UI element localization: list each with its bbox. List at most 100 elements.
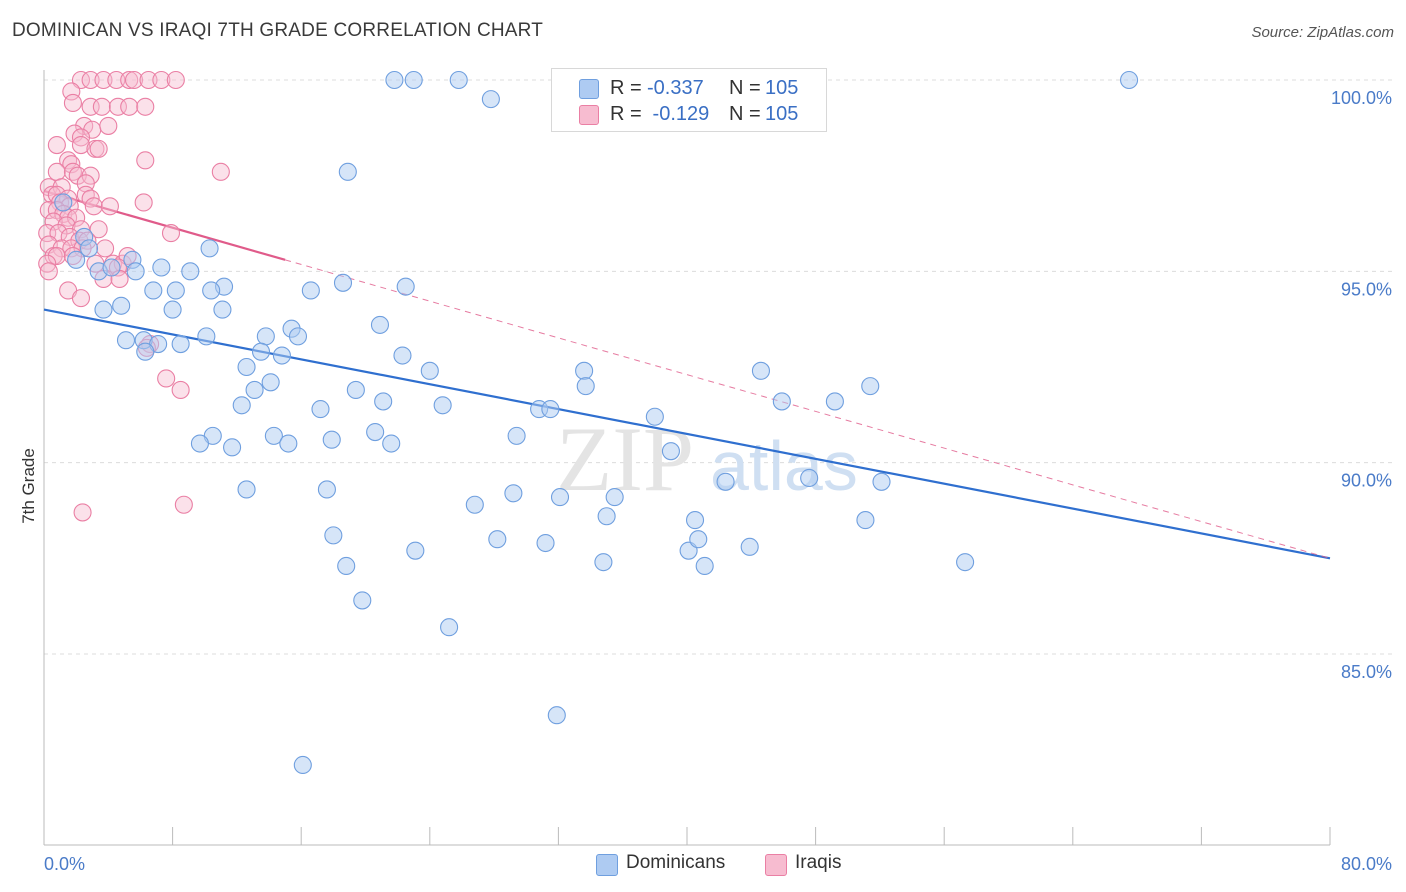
dominican-point [385,70,404,90]
iraqi-point [134,193,153,212]
dominican-point [200,239,219,258]
dominican-point [956,553,975,572]
iraqi-point [100,197,119,216]
dominican-point [261,373,280,392]
iraqi-point [211,162,230,181]
dominican-point [374,392,393,411]
dominican-point [163,300,182,319]
chart-title: DOMINICAN VS IRAQI 7TH GRADE CORRELATION… [12,20,544,41]
iraqi-point [73,503,92,522]
dominican-point [279,434,298,453]
dominican-point [245,380,264,400]
dominican-point [800,468,819,488]
dominican-point [433,396,452,415]
legend-n-value: 105 [765,77,799,99]
dominican-point [293,755,312,775]
dominican-point [223,438,242,457]
iraqi-point [120,97,139,116]
iraqi-point [120,70,139,90]
legend-label-dominicans: Dominicans [626,852,726,873]
dominican-point [181,262,200,281]
dominican-point [772,392,791,411]
y-tick-label: 100.0% [1331,88,1392,108]
dominican-point [645,407,664,426]
dominican-points [54,70,1139,775]
legend-r-label: R = [610,103,642,125]
iraqi-point [38,254,57,273]
legend-label-iraqis: Iraqis [795,852,842,873]
dominican-point [79,239,99,258]
dominican-point [338,162,357,181]
dominican-point [536,533,555,553]
iraqi-point [99,116,118,135]
iraqi-point [62,82,81,101]
dominican-point [256,327,275,346]
dominican-point [507,426,526,445]
dominican-point [689,530,708,549]
iraqi-trend-extension [284,259,1331,559]
dominican-point [301,281,320,300]
axes [43,70,1331,846]
iraqi-point [136,97,155,116]
dominican-point [541,400,560,419]
legend-swatch-blue [596,854,618,876]
dominican-point [112,296,131,315]
iraqi-point [136,151,155,170]
dominican-point [1120,70,1139,90]
iraqi-point [89,220,108,239]
dominican-point [190,434,209,453]
dominican-point [449,70,468,90]
dominican-point [311,400,330,419]
iraqi-point [47,162,66,181]
dominican-point [213,300,232,319]
iraqi-point [96,239,115,258]
dominican-point [481,90,500,109]
x-tick-label: 0.0% [44,854,85,874]
y-tick-label: 95.0% [1341,279,1392,299]
dominican-point [393,346,412,365]
dominican-point [237,357,256,377]
iraqi-point [124,70,144,90]
iraqi-point [62,155,81,174]
iraqi-point [166,70,185,90]
iraqi-point [92,97,111,116]
dominican-point [440,618,459,637]
dominican-point [576,377,595,396]
iraqi-point [39,262,58,281]
iraqi-point [71,289,91,308]
y-tick-label: 85.0% [1341,662,1392,682]
dominican-point [264,426,283,445]
iraqi-point [47,246,66,266]
dominican-point [872,472,891,491]
dominican-point [597,507,616,526]
iraqi-point [47,136,66,155]
iraqi-point [89,139,108,158]
dominican-point [232,396,251,415]
x-tick-label: 80.0% [1341,854,1392,874]
dominican-point [202,281,221,300]
y-tick-label: 90.0% [1341,471,1392,491]
iraqi-point [152,70,171,90]
legend-n-label: N = [729,103,761,125]
legend-swatch-blue [579,79,599,99]
dominican-point [382,434,401,453]
iraqi-point [157,369,176,388]
legend-n-label: N = [729,77,761,99]
legend-r-label: R = [610,77,642,99]
watermark-atlas: atlas [710,427,858,505]
dominican-point [166,281,185,300]
iraqi-point [84,197,103,216]
bottom-legend: Dominicans Iraqis [0,852,1406,878]
legend-row-iraqis: R = -0.129 N = 105 [552,101,826,127]
dominican-point [116,331,136,350]
grid-lines [44,79,1392,655]
dominican-point [396,277,415,296]
dominican-point [404,70,423,90]
legend: R = -0.337 N = 105 R = -0.129 N = 105 [551,68,827,132]
dominican-point [324,526,343,545]
dominican-point [102,258,121,277]
iraqi-points [38,70,230,522]
dominican-point [406,541,425,560]
source-label: Source: ZipAtlas.com [1251,24,1394,41]
